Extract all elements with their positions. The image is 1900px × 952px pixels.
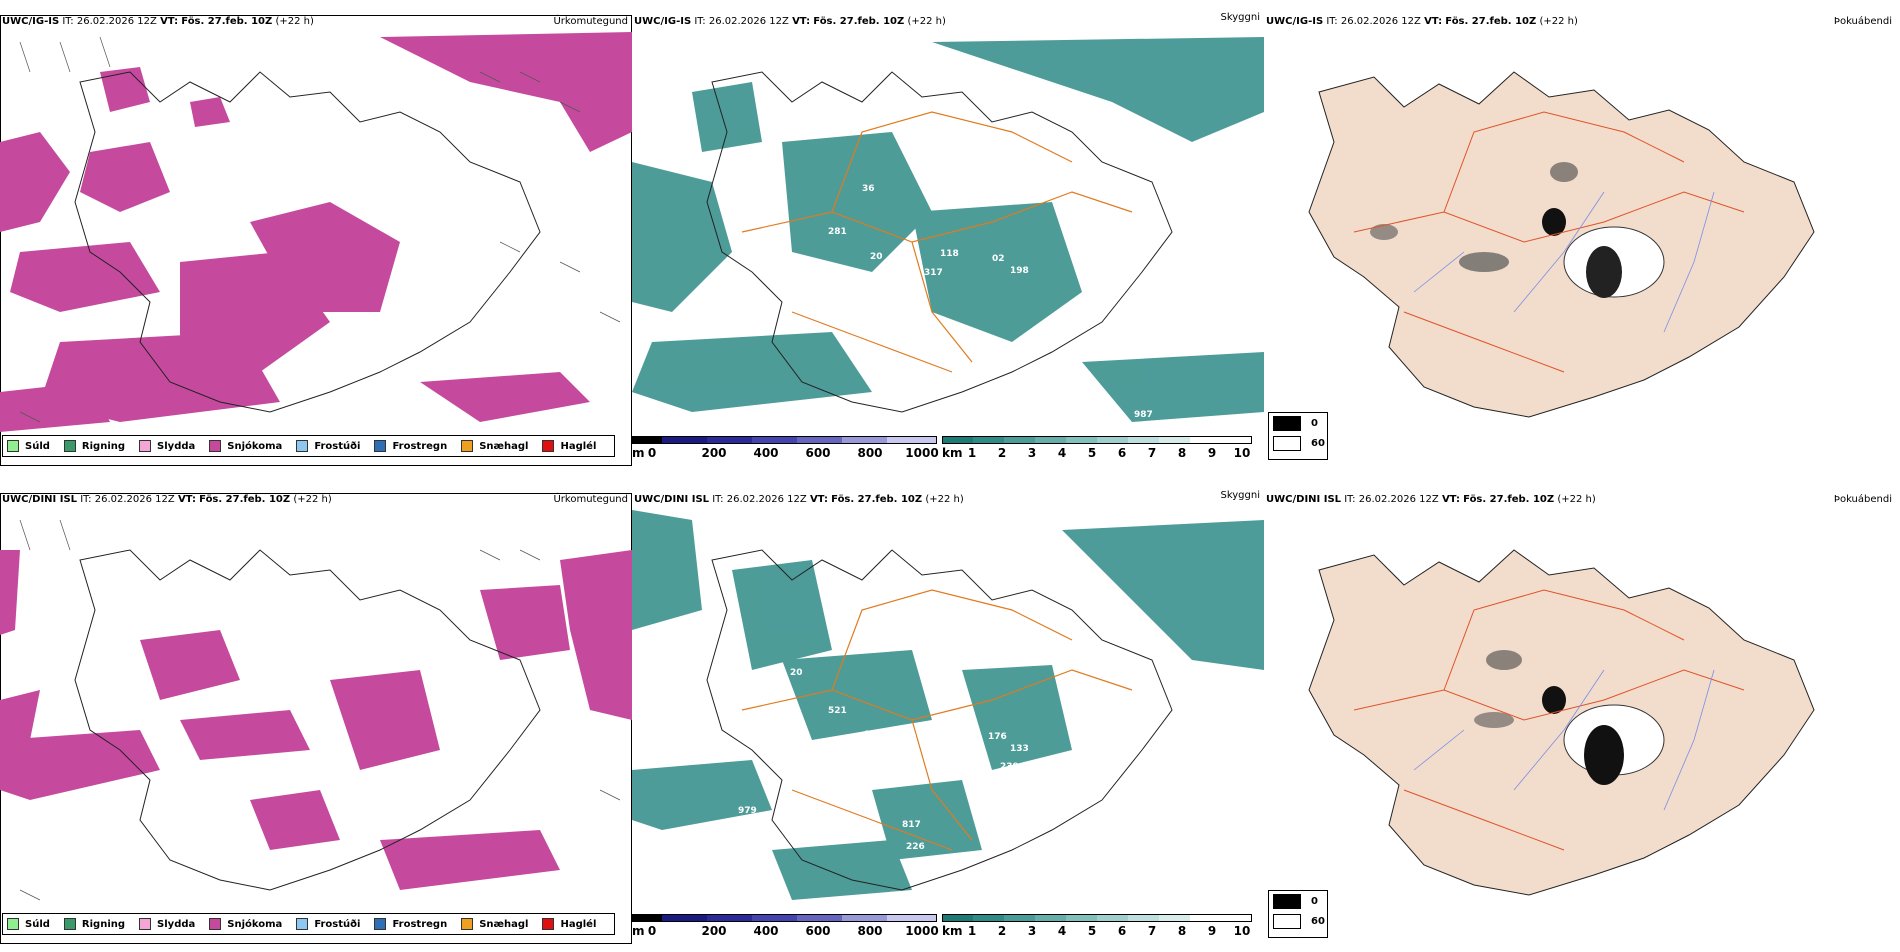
legend-swatch (461, 918, 474, 930)
header-row2-cloud: UWC/DINI ISL IT: 26.02.2026 12Z VT: Fös.… (634, 494, 964, 505)
legend-swatch (63, 918, 76, 930)
precip-type-legend: Súld Rigning Slydda Snjókoma Frostúði Fr… (2, 435, 616, 457)
legend-swatch (139, 918, 152, 930)
panel-title-fog: Þokuábendi (1833, 494, 1892, 505)
fog-rivers (1413, 191, 1715, 333)
cloudbase-labels: 20 268 441 521 10 142 252 250 499 17 21 … (738, 668, 1029, 872)
precip-map (0, 15, 632, 466)
wind-barbs (19, 519, 621, 901)
legend-swatch-white (1273, 913, 1301, 929)
fog-legend: 0 60 (1268, 890, 1328, 938)
cloudbase-gradient (632, 436, 937, 444)
cloud-map (632, 510, 1264, 900)
panel-title-precip: Úrkomutegund (553, 16, 628, 27)
snow-areas (0, 550, 632, 890)
snow-areas (0, 32, 632, 432)
cloudbase-gradient (632, 914, 937, 922)
fog-panel-row2: UWC/DINI ISL IT: 26.02.2026 12Z VT: Fös.… (1264, 490, 1896, 952)
roads (741, 111, 1133, 373)
legend-swatch-black (1273, 893, 1301, 909)
roads (741, 589, 1133, 851)
legend-swatch (296, 440, 309, 452)
fog-roads (1353, 111, 1745, 373)
panel-title-fog: Þokuábendi (1833, 16, 1892, 27)
legend-swatch (7, 440, 19, 452)
iceland-land (1308, 549, 1815, 896)
legend-swatch (296, 918, 309, 930)
legend-swatch-black (1273, 415, 1301, 431)
legend-swatch-white (1273, 435, 1301, 451)
fog-map (1308, 71, 1815, 418)
iceland-outline (74, 71, 541, 413)
fog-legend: 0 60 (1268, 412, 1328, 460)
header-row1-fog: UWC/IG-IS IT: 26.02.2026 12Z VT: Fös. 27… (1266, 16, 1578, 27)
header-row2-precip: UWC/DINI ISL IT: 26.02.2026 12Z VT: Fös.… (2, 494, 332, 505)
legend-swatch (461, 440, 474, 452)
fog-map (1308, 549, 1815, 896)
fog-roads (1353, 589, 1745, 851)
legend-swatch (209, 440, 222, 452)
header-row1-cloud: UWC/IG-IS IT: 26.02.2026 12Z VT: Fös. 27… (634, 16, 946, 27)
cloud-panel-row1: UWC/IG-IS IT: 26.02.2026 12Z VT: Fös. 27… (632, 12, 1264, 474)
legend-swatch (542, 440, 555, 452)
precip-panel-row1: UWC/IG-IS IT: 26.02.2026 12Z VT: Fös. 27… (0, 12, 632, 474)
wind-barbs (19, 36, 621, 423)
fog-spots (1474, 650, 1665, 785)
cloud-areas (632, 510, 1264, 900)
fog-rivers (1413, 669, 1715, 811)
legend-swatch (209, 918, 222, 930)
header-row2-fog: UWC/DINI ISL IT: 26.02.2026 12Z VT: Fös.… (1266, 494, 1596, 505)
iceland-outline (706, 549, 1173, 891)
panel-title-precip: Úrkomutegund (553, 494, 628, 505)
precip-type-legend: Súld Rigning Slydda Snjókoma Frostúði Fr… (2, 913, 616, 935)
cloud-map (632, 37, 1264, 422)
legend-swatch (542, 918, 555, 930)
legend-swatch (63, 440, 76, 452)
iceland-outline (706, 71, 1173, 413)
header-row1-precip: UWC/IG-IS IT: 26.02.2026 12Z VT: Fös. 27… (2, 16, 314, 27)
panel-title-cloud: Skyggni (1220, 490, 1260, 501)
precip-map (0, 493, 632, 944)
iceland-outline (74, 549, 541, 891)
fog-spots (1370, 162, 1665, 298)
legend-swatch (139, 440, 152, 452)
legend-swatch (7, 918, 19, 930)
legend-swatch (374, 918, 387, 930)
iceland-land (1308, 71, 1815, 418)
cloud-areas (632, 37, 1264, 422)
cloud-panel-row2: UWC/DINI ISL IT: 26.02.2026 12Z VT: Fös.… (632, 490, 1264, 952)
visibility-gradient (942, 436, 1252, 444)
visibility-gradient (942, 914, 1252, 922)
panel-title-cloud: Skyggni (1220, 12, 1260, 23)
fog-panel-row1: UWC/IG-IS IT: 26.02.2026 12Z VT: Fös. 27… (1264, 12, 1896, 474)
cloudbase-labels: 281 20 02 118 184 176 317 02 198 221 212… (828, 184, 1153, 420)
legend-swatch (374, 440, 387, 452)
precip-panel-row2: UWC/DINI ISL IT: 26.02.2026 12Z VT: Fös.… (0, 490, 632, 952)
